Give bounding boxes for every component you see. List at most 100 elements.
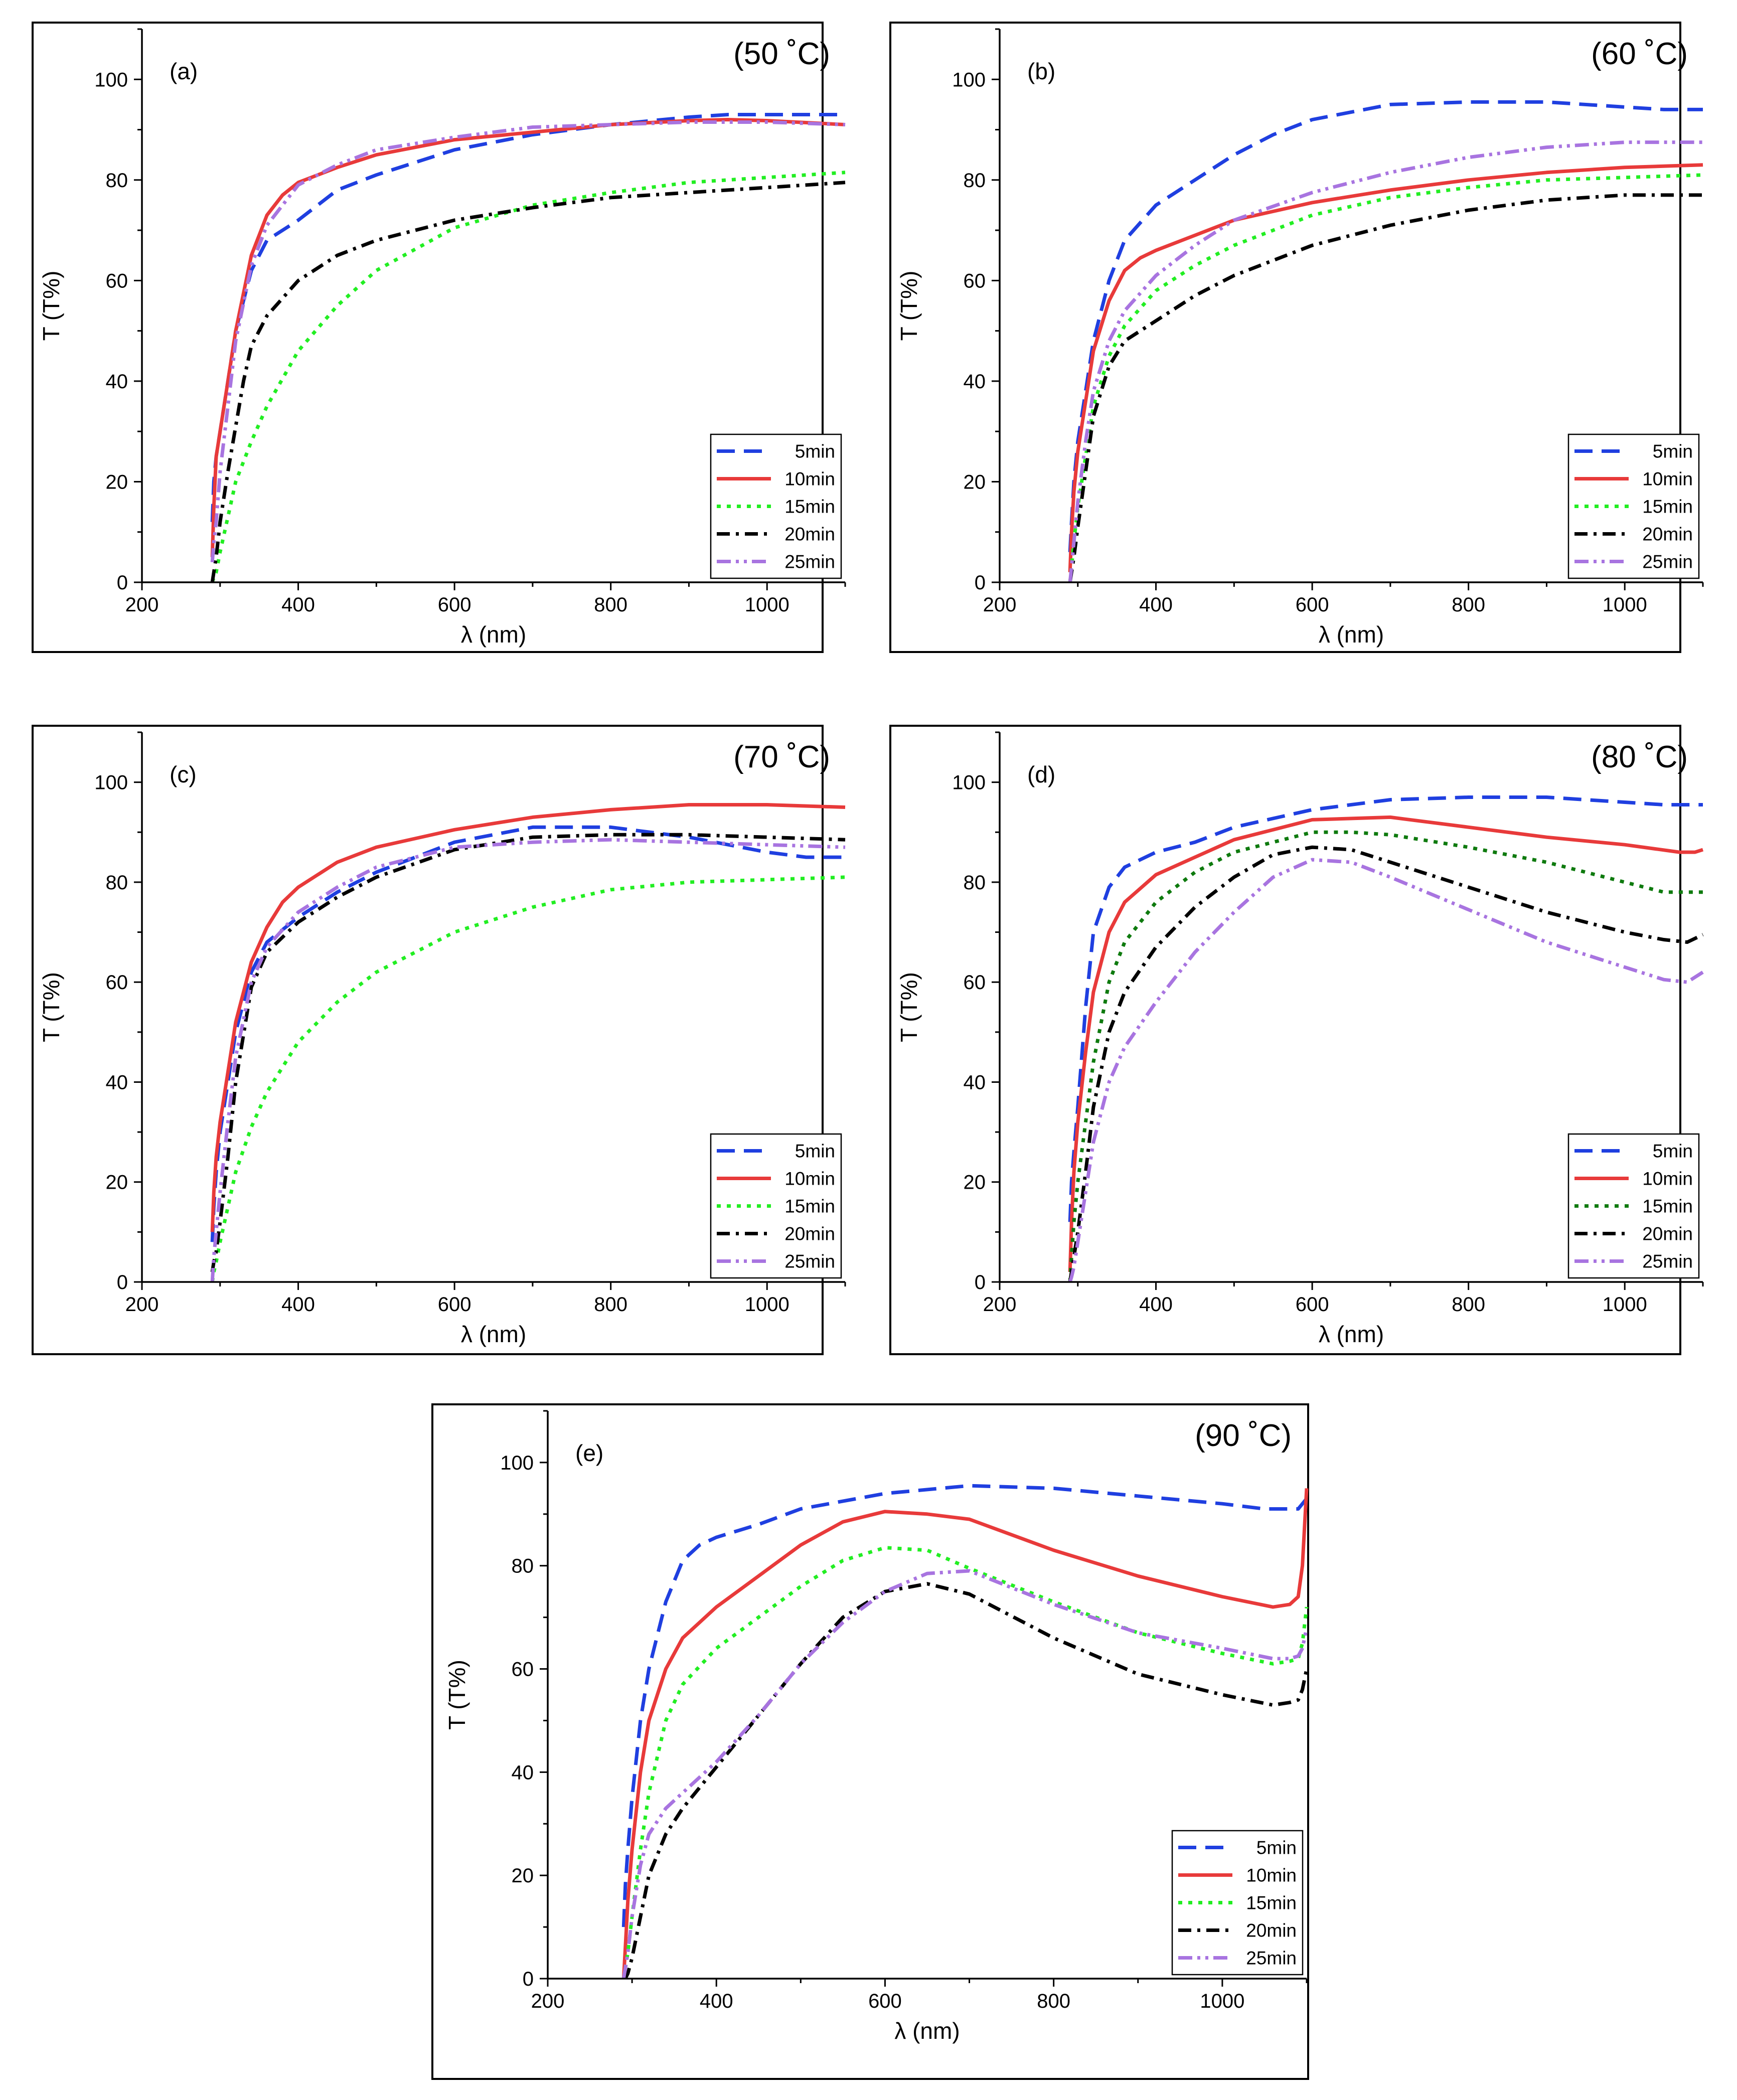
panel-b: 200 400 600 800 1000 0 20 40 60 80 100 λ (nm) T (T%)… [889, 22, 1704, 653]
panel-label: (a) [170, 58, 198, 84]
series-group [1068, 100, 1703, 582]
panel-label: (c) [170, 761, 197, 787]
legend-label: 10min [1642, 469, 1693, 490]
panel-c: 200 400 600 800 1000 0 20 40 60 80 100 λ (nm) T (T%)… [32, 725, 846, 1355]
y-tick-label: 40 [106, 371, 128, 393]
series-line-5min [1068, 795, 1703, 1222]
panel-e: 200 400 600 800 1000 0 20 40 60 80 100 λ (nm) T (T%)… [431, 1403, 1309, 2080]
y-tick-label: 80 [964, 872, 986, 894]
y-tick-label: 40 [106, 1071, 128, 1093]
y-axis-title: T (T%) [896, 271, 922, 341]
x-axis-title: λ (nm) [461, 1321, 526, 1347]
series-line-20min [623, 1582, 1309, 1979]
x-axis-title: λ (nm) [1319, 621, 1384, 648]
y-tick-label: 100 [94, 69, 128, 91]
y-tick-label: 60 [964, 972, 986, 994]
x-tick-label: 1000 [745, 594, 789, 616]
legend-label: 20min [784, 1224, 835, 1244]
legend: 5min 10min 15min 20min 25min [1567, 433, 1700, 579]
series-line-25min [1068, 140, 1703, 582]
y-tick-label: 40 [964, 1071, 986, 1093]
temperature-label: (90 ˚C) [1195, 1418, 1292, 1453]
y-axis-title: T (T%) [896, 972, 922, 1042]
x-tick-label: 200 [125, 1294, 159, 1316]
legend-label: 15min [1642, 1196, 1693, 1217]
y-tick-label: 20 [106, 471, 128, 493]
x-tick-label: 400 [281, 594, 315, 616]
series-line-5min [210, 825, 845, 1242]
series-line-20min [1068, 845, 1704, 1282]
y-tick-label: 60 [512, 1659, 534, 1681]
y-tick-label: 40 [964, 371, 986, 393]
series-line-20min [1068, 193, 1703, 582]
y-tick-label: 20 [512, 1865, 534, 1887]
x-tick-label: 800 [1037, 1990, 1070, 2012]
legend-label: 25min [784, 552, 835, 572]
x-tick-label: 600 [1296, 1294, 1329, 1316]
y-tick-label: 60 [106, 972, 128, 994]
x-axis-title: λ (nm) [461, 621, 526, 648]
y-tick-label: 80 [106, 170, 128, 192]
legend-box [1567, 1133, 1700, 1279]
panel-frame [889, 22, 1681, 653]
x-tick-label: 600 [438, 594, 471, 616]
y-tick-label: 0 [117, 1271, 128, 1294]
y-tick-label: 100 [952, 772, 986, 794]
legend-label: 10min [784, 1169, 835, 1189]
x-tick-label: 800 [594, 1294, 627, 1316]
panel-frame [889, 725, 1681, 1355]
legend-label: 20min [784, 524, 835, 545]
legend-label: 20min [1246, 1920, 1297, 1941]
y-tick-label: 20 [964, 1172, 986, 1194]
panel-d: 200 400 600 800 1000 0 20 40 60 80 100 λ (nm) T (T%)… [889, 725, 1704, 1355]
legend-label: 25min [1246, 1948, 1297, 1969]
series-line-10min [1068, 163, 1703, 573]
legend-label: 10min [1246, 1865, 1297, 1886]
x-tick-label: 200 [125, 594, 159, 616]
temperature-label: (80 ˚C) [1591, 740, 1688, 774]
legend-label: 25min [784, 1251, 835, 1272]
series-line-15min [621, 1546, 1309, 1979]
temperature-label: (60 ˚C) [1591, 37, 1688, 71]
legend-label: 20min [1642, 1224, 1693, 1244]
y-tick-label: 0 [975, 1271, 986, 1294]
series-line-10min [1068, 815, 1704, 1272]
y-tick-label: 60 [964, 270, 986, 292]
legend: 5min 10min 15min 20min 25min [1567, 1133, 1700, 1279]
legend: 5min 10min 15min 20min 25min [1171, 1830, 1304, 1976]
y-tick-label: 0 [117, 572, 128, 594]
legend-box [1567, 433, 1700, 579]
legend-label: 5min [795, 441, 835, 462]
legend-label: 5min [1653, 441, 1693, 462]
x-tick-label: 800 [1452, 594, 1485, 616]
series-line-20min [210, 833, 846, 1272]
x-tick-label: 1000 [1603, 1294, 1647, 1316]
series-group [1068, 795, 1704, 1282]
panel-label: (d) [1027, 761, 1055, 787]
x-tick-label: 800 [1452, 1294, 1485, 1316]
series-line-10min [210, 803, 846, 1232]
legend-label: 20min [1642, 524, 1693, 545]
y-tick-label: 80 [964, 170, 986, 192]
series-line-10min [621, 1488, 1309, 1979]
temperature-label: (50 ˚C) [733, 37, 830, 71]
legend: 5min 10min 15min 20min 25min [710, 433, 842, 579]
x-tick-label: 200 [531, 1990, 565, 2012]
x-tick-label: 800 [594, 594, 627, 616]
y-tick-label: 40 [512, 1761, 534, 1784]
y-tick-label: 80 [106, 872, 128, 894]
x-tick-label: 600 [1296, 594, 1329, 616]
x-axis-title: λ (nm) [1319, 1321, 1384, 1347]
panel-frame [32, 725, 824, 1355]
x-tick-label: 400 [700, 1990, 733, 2012]
x-tick-label: 1000 [1200, 1990, 1244, 2012]
y-tick-label: 60 [106, 270, 128, 292]
y-tick-label: 20 [106, 1172, 128, 1194]
y-tick-label: 100 [952, 69, 986, 91]
x-tick-label: 400 [1139, 594, 1173, 616]
series-line-25min [1068, 858, 1704, 1282]
y-tick-label: 20 [964, 471, 986, 493]
series-line-25min [210, 838, 846, 1282]
y-tick-label: 80 [512, 1555, 534, 1577]
